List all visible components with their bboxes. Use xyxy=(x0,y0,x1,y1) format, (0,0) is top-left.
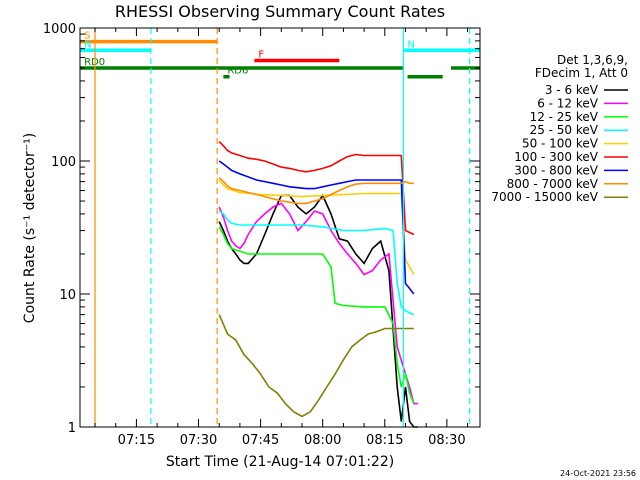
flag-label-3: F xyxy=(258,49,264,60)
legend-label-6: 300 - 800 keV xyxy=(514,163,598,177)
series-line-0 xyxy=(218,193,418,428)
y-axis-title: Count Rate (s⁻¹ detector⁻¹) xyxy=(22,133,38,323)
flag-label-6: RD6 xyxy=(227,66,248,77)
legend-label-4: 50 - 100 keV xyxy=(522,137,599,151)
series-line-2 xyxy=(218,226,415,404)
series-line-3 xyxy=(218,210,415,316)
series-line-6 xyxy=(218,160,415,295)
plot-frame xyxy=(79,27,481,428)
x-tick-label-0: 07:15 xyxy=(118,433,155,448)
legend-label-3: 25 - 50 keV xyxy=(530,123,599,137)
flag-label-1: N xyxy=(84,39,91,50)
x-tick-label-3: 08:00 xyxy=(304,433,341,448)
y-tick-label-0: 1 xyxy=(68,421,76,436)
x-tick-label-4: 08:15 xyxy=(366,433,403,448)
legend-header-0: Det 1,3,6,9, xyxy=(557,53,628,67)
legend-header-1: FDecim 1, Att 0 xyxy=(535,66,628,80)
x-axis-ticks: 07:15 07:30 07:45 08:00 08:15 08:30 xyxy=(94,28,469,448)
y-tick-label-1: 10 xyxy=(59,288,76,303)
legend-label-7: 800 - 7000 keV xyxy=(507,177,599,191)
legend-label-8: 7000 - 15000 keV xyxy=(491,190,598,204)
x-tick-label-2: 07:45 xyxy=(242,433,279,448)
legend-label-2: 12 - 25 keV xyxy=(530,110,599,124)
flag-label-0: S xyxy=(84,31,90,42)
y-axis-ticks: 1 10 100 1000 xyxy=(43,22,480,436)
legend-label-5: 100 - 300 keV xyxy=(514,150,598,164)
chart-title: RHESSI Observing Summary Count Rates xyxy=(115,2,445,21)
y-tick-label-2: 100 xyxy=(51,155,76,170)
legend-label-0: 3 - 6 keV xyxy=(545,83,599,97)
flag-label-2: N xyxy=(407,39,414,50)
flag-bars: SNNFRD0RD6 xyxy=(80,31,480,79)
series-line-5 xyxy=(218,141,415,236)
x-tick-label-1: 07:30 xyxy=(180,433,217,448)
vertical-markers xyxy=(94,28,471,427)
x-tick-label-5: 08:30 xyxy=(428,433,465,448)
x-axis-title: Start Time (21-Aug-14 07:01:22) xyxy=(166,454,394,470)
y-tick-label-3: 1000 xyxy=(43,22,76,37)
timestamp-stamp: 24-Oct-2021 23:56 xyxy=(560,469,636,478)
series-line-8 xyxy=(218,314,414,418)
series-line-1 xyxy=(218,202,418,405)
series-line-7 xyxy=(218,177,414,205)
series-lines xyxy=(218,141,418,428)
legend-label-1: 6 - 12 keV xyxy=(537,96,599,110)
